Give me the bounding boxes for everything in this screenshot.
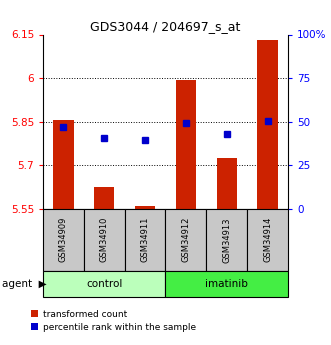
Legend: transformed count, percentile rank within the sample: transformed count, percentile rank withi… <box>31 310 196 332</box>
Text: GSM34913: GSM34913 <box>222 217 231 263</box>
Bar <box>94 187 115 209</box>
Text: control: control <box>86 279 122 289</box>
Text: GSM34914: GSM34914 <box>263 217 272 263</box>
Text: GSM34911: GSM34911 <box>141 217 150 263</box>
Bar <box>43 271 166 297</box>
Title: GDS3044 / 204697_s_at: GDS3044 / 204697_s_at <box>90 20 241 33</box>
Bar <box>176 79 196 209</box>
Bar <box>53 120 73 209</box>
Bar <box>166 271 288 297</box>
Bar <box>84 209 125 271</box>
Bar <box>206 209 247 271</box>
Text: GSM34909: GSM34909 <box>59 217 68 263</box>
Text: imatinib: imatinib <box>205 279 248 289</box>
Bar <box>166 209 206 271</box>
Bar <box>135 206 155 209</box>
Bar <box>257 40 278 209</box>
Bar <box>125 209 166 271</box>
Bar <box>216 158 237 209</box>
Bar <box>247 209 288 271</box>
Text: GSM34912: GSM34912 <box>181 217 190 263</box>
Text: agent  ▶: agent ▶ <box>2 279 46 289</box>
Bar <box>43 209 84 271</box>
Text: GSM34910: GSM34910 <box>100 217 109 263</box>
